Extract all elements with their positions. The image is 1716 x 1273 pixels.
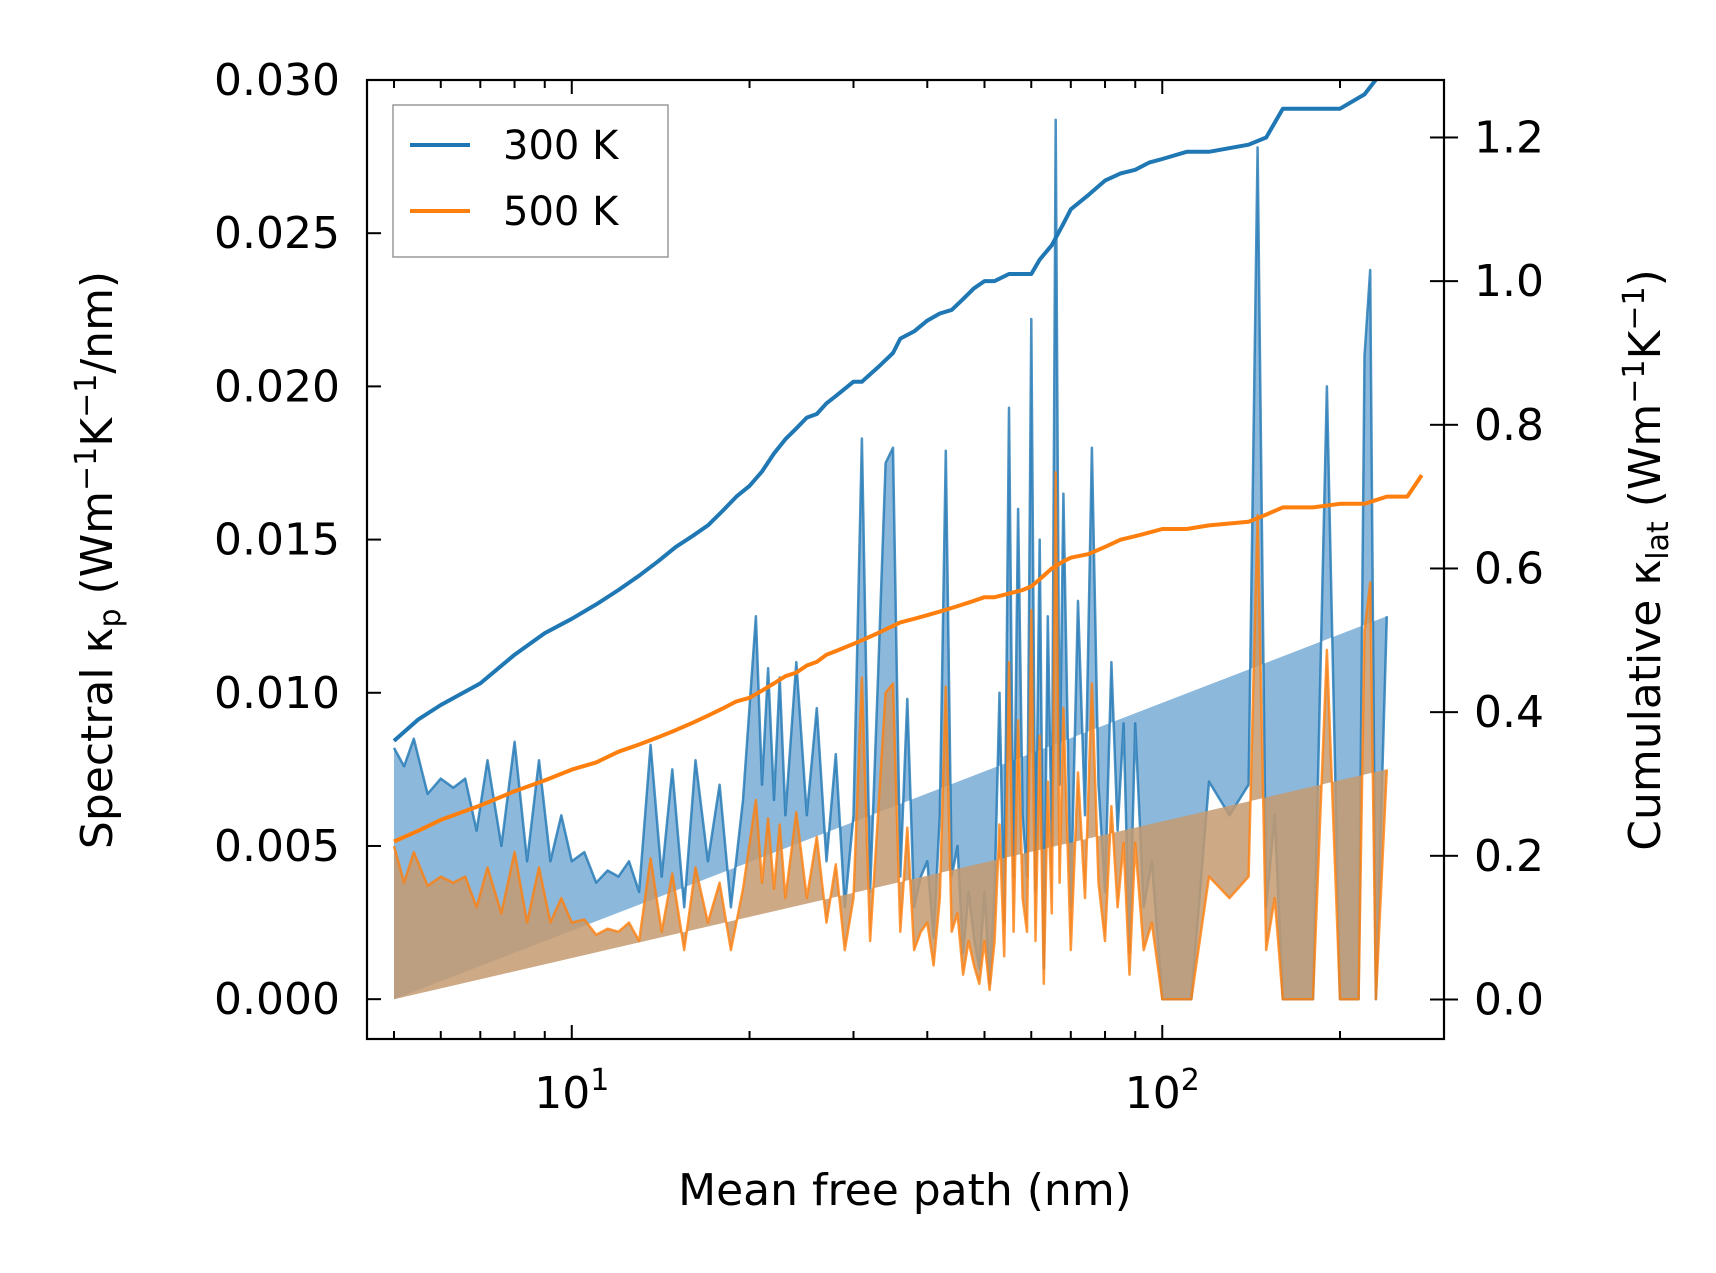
x-tick-label: 101 (534, 1063, 609, 1119)
plot-area (392, 80, 1424, 1001)
x-axis: 101 102 (393, 80, 1445, 1119)
y-left-tick-label: 0.030 (214, 55, 340, 106)
cumulative-line-300k (392, 80, 1379, 743)
legend-label-300k: 300 K (503, 123, 620, 169)
legend-label-500k: 500 K (503, 189, 620, 235)
y-right-tick-label: 1.0 (1474, 256, 1544, 307)
legend-frame (392, 104, 669, 258)
y-right-tick-label: 0.4 (1474, 687, 1544, 738)
y-axis-left-label: Spectral κp (Wm−1K−1/nm) (69, 271, 128, 849)
y-left-tick-label: 0.000 (214, 974, 340, 1025)
y-right-tick-label: 1.2 (1474, 112, 1544, 163)
spectral-line-500k (392, 470, 1389, 1001)
y-left-tick-label: 0.020 (214, 361, 340, 412)
y-right-tick-label: 0.8 (1474, 400, 1544, 451)
y-axis-right-label: Cumulative κlat (Wm−1K−1) (1617, 269, 1676, 851)
legend: 300 K 500 K (392, 104, 669, 258)
x-tick-label: 102 (1125, 1063, 1200, 1119)
y-left-tick-label: 0.010 (214, 668, 340, 719)
plot-frame (365, 78, 1446, 1041)
y-right-tick-label: 0.2 (1474, 831, 1544, 882)
y-right-tick-label: 0.6 (1474, 543, 1544, 594)
spectral-area-500k (394, 472, 1387, 1000)
cumulative-line-500k (393, 474, 1424, 844)
y-right-tick-label: 0.0 (1474, 974, 1544, 1025)
y-axis-left: 0.000 0.005 0.010 0.015 0.020 0.025 0.030 (214, 55, 381, 1025)
y-left-tick-label: 0.015 (214, 515, 340, 566)
y-left-tick-label: 0.025 (214, 208, 340, 259)
y-left-tick-label: 0.005 (214, 821, 340, 872)
x-axis-label: Mean free path (nm) (678, 1165, 1132, 1216)
y-axis-right: 0.0 0.2 0.4 0.6 0.8 1.0 1.2 (1430, 112, 1544, 1025)
